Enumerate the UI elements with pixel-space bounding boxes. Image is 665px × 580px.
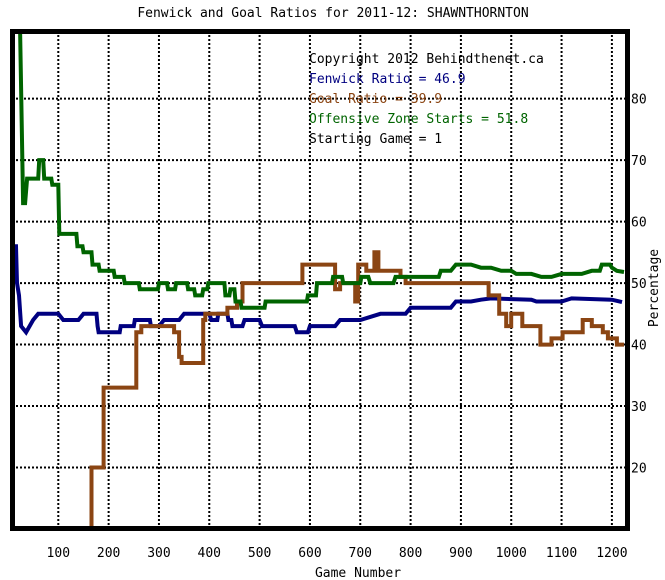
- y-tick-label: 30: [631, 400, 647, 415]
- offensive-zone-starts-line: [13, 29, 625, 310]
- x-tick-label: 500: [248, 546, 271, 561]
- x-tick-label: 600: [298, 546, 321, 561]
- chart-title: Fenwick and Goal Ratios for 2011-12: SHA…: [137, 6, 528, 21]
- x-tick-label: 300: [147, 546, 170, 561]
- x-axis-label: Game Number: [315, 566, 401, 580]
- x-tick-labels: 100 200 300 400 500 600 700 800 900 1000 1100 1200: [47, 546, 628, 561]
- goal-ratio-line: [89, 250, 624, 529]
- x-tick-label: 400: [198, 546, 221, 561]
- y-tick-label: 40: [631, 339, 647, 354]
- y-axis-label: Percentage: [647, 249, 662, 327]
- legend-copyright: Copyright 2012 Behindthenet.ca: [309, 52, 544, 67]
- y-tick-label: 60: [631, 216, 647, 231]
- x-tick-label: 200: [97, 546, 120, 561]
- y-tick-label: 70: [631, 154, 647, 169]
- y-tick-label: 20: [631, 462, 647, 477]
- x-tick-label: 1100: [546, 546, 577, 561]
- plot-frame: [10, 29, 630, 531]
- x-tick-label: 800: [399, 546, 422, 561]
- y-tick-labels: 20 30 40 50 60 70 80: [631, 93, 647, 477]
- legend: Copyright 2012 Behindthenet.ca Fenwick R…: [309, 52, 544, 147]
- legend-offensive-zone-starts: Offensive Zone Starts = 51.8: [309, 112, 528, 127]
- y-tick-label: 50: [631, 277, 647, 292]
- x-tick-label: 900: [449, 546, 472, 561]
- legend-fenwick-ratio: Fenwick Ratio = 46.9: [309, 72, 466, 87]
- x-tick-label: 100: [47, 546, 70, 561]
- legend-starting-game: Starting Game = 1: [309, 132, 442, 147]
- x-tick-label: 700: [349, 546, 372, 561]
- fenwick-ratio-line: [10, 244, 623, 339]
- x-tick-label: 1000: [496, 546, 527, 561]
- y-tick-label: 80: [631, 93, 647, 108]
- legend-goal-ratio: Goal Ratio = 39.9: [309, 92, 442, 107]
- x-tick-label: 1200: [596, 546, 627, 561]
- series-lines: [10, 29, 625, 529]
